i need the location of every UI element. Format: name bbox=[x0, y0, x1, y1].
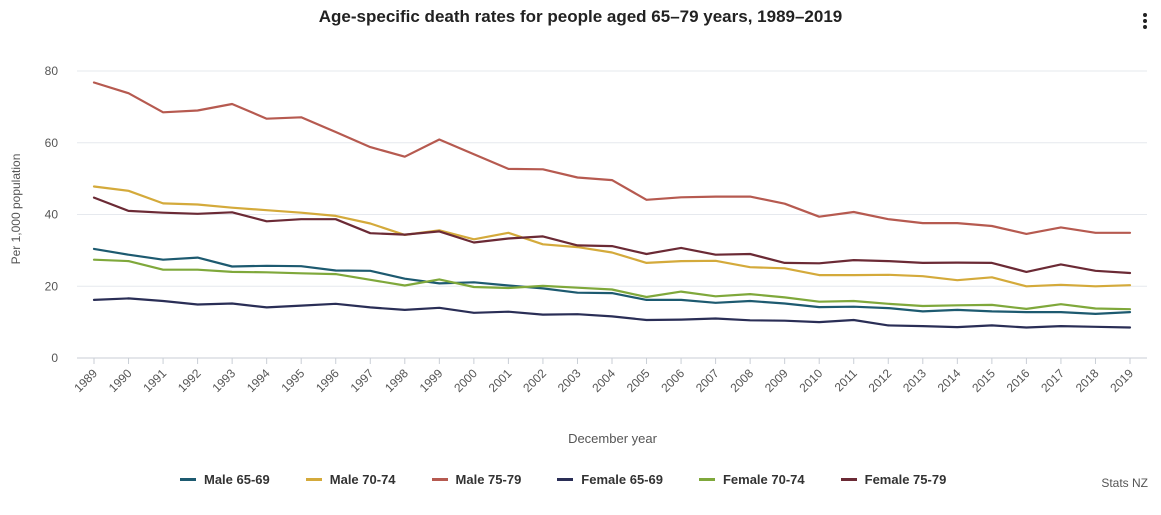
x-tick-label: 1997 bbox=[348, 366, 377, 395]
legend-item[interactable]: Male 65-69 bbox=[180, 472, 270, 487]
x-tick-label: 2012 bbox=[866, 366, 895, 395]
x-tick-label: 2007 bbox=[693, 366, 722, 395]
x-tick-label: 2009 bbox=[762, 366, 791, 395]
y-tick-label: 20 bbox=[45, 279, 59, 293]
legend-swatch bbox=[698, 478, 715, 481]
x-tick-label: 2002 bbox=[520, 366, 549, 395]
legend-item[interactable]: Male 75-79 bbox=[431, 472, 522, 487]
x-tick-label: 1991 bbox=[140, 366, 169, 395]
x-tick-label: 2003 bbox=[555, 366, 584, 395]
legend-item[interactable]: Female 70-74 bbox=[698, 472, 805, 487]
source-credit: Stats NZ bbox=[1101, 476, 1148, 490]
x-tick-label: 2010 bbox=[797, 366, 826, 395]
legend-label: Female 75-79 bbox=[864, 472, 947, 487]
series-line bbox=[92, 196, 1132, 275]
y-tick-label: 80 bbox=[45, 64, 59, 78]
series-line bbox=[92, 258, 1132, 311]
x-tick-label: 1993 bbox=[209, 366, 238, 395]
legend-label: Male 65-69 bbox=[204, 472, 270, 487]
y-axis-title: Per 1,000 population bbox=[9, 153, 23, 265]
y-tick-label: 60 bbox=[45, 136, 59, 150]
x-tick-label: 1989 bbox=[71, 366, 100, 395]
series-line bbox=[92, 247, 1132, 315]
chart-legend: Male 65-69 Male 70-74 Male 75-79 Female 65-… bbox=[180, 472, 946, 487]
legend-label: Female 65-69 bbox=[581, 472, 663, 487]
series-line bbox=[92, 81, 1132, 235]
x-tick-label: 2001 bbox=[486, 366, 515, 395]
legend-label: Male 75-79 bbox=[455, 472, 522, 487]
x-tick-label: 1994 bbox=[244, 366, 273, 395]
x-tick-label: 1995 bbox=[279, 366, 308, 395]
series-line bbox=[92, 297, 1132, 329]
x-axis-title: December year bbox=[568, 431, 657, 446]
legend-item[interactable]: Female 65-69 bbox=[557, 472, 663, 487]
chart-title: Age-specific death rates for people aged… bbox=[318, 7, 843, 26]
x-tick-label: 2019 bbox=[1107, 366, 1136, 395]
y-axis-title-container: Per 1,000 population bbox=[8, 140, 24, 280]
x-tick-label: 1998 bbox=[382, 366, 411, 395]
legend-label: Male 70-74 bbox=[329, 472, 396, 487]
x-tick-label: 2017 bbox=[1038, 366, 1067, 395]
legend-swatch bbox=[180, 478, 196, 481]
legend-swatch bbox=[557, 478, 574, 481]
series-lines bbox=[92, 81, 1132, 329]
x-tick-label: 2013 bbox=[900, 366, 929, 395]
x-tick-label: 1992 bbox=[175, 366, 204, 395]
chart-menu-button[interactable] bbox=[1136, 11, 1154, 37]
x-tick-label: 1996 bbox=[313, 366, 342, 395]
x-tick-label: 2014 bbox=[935, 366, 964, 395]
y-axis-ticks: 0 20 40 60 80 bbox=[45, 64, 59, 365]
x-tick-label: 2006 bbox=[658, 366, 687, 395]
legend-item[interactable]: Male 70-74 bbox=[305, 472, 396, 487]
x-tick-label: 2015 bbox=[969, 366, 998, 395]
kebab-menu-icon bbox=[1143, 13, 1147, 17]
kebab-menu-dot bbox=[1143, 19, 1147, 23]
legend-swatch bbox=[431, 478, 448, 481]
y-tick-label: 40 bbox=[45, 208, 59, 222]
x-tick-label: 1999 bbox=[417, 366, 446, 395]
x-tick-label: 1990 bbox=[106, 366, 135, 395]
x-tick-label: 2005 bbox=[624, 366, 653, 395]
x-axis: 1989 1990 1991 1992 1993 1994 1995 1996 1997 1998… bbox=[71, 358, 1136, 395]
x-tick-label: 2016 bbox=[1004, 366, 1033, 395]
x-tick-label: 2008 bbox=[727, 366, 756, 395]
legend-swatch bbox=[840, 478, 857, 481]
x-tick-label: 2011 bbox=[832, 366, 860, 394]
kebab-menu-dot bbox=[1143, 25, 1147, 29]
legend-label: Female 70-74 bbox=[722, 472, 805, 487]
x-tick-label: 2000 bbox=[451, 366, 480, 395]
legend-item[interactable]: Female 75-79 bbox=[840, 472, 947, 487]
series-line bbox=[92, 185, 1132, 288]
x-tick-label: 2018 bbox=[1073, 366, 1102, 395]
legend-swatch bbox=[305, 478, 322, 481]
y-tick-label: 0 bbox=[51, 351, 58, 365]
x-tick-label: 2004 bbox=[589, 366, 618, 395]
